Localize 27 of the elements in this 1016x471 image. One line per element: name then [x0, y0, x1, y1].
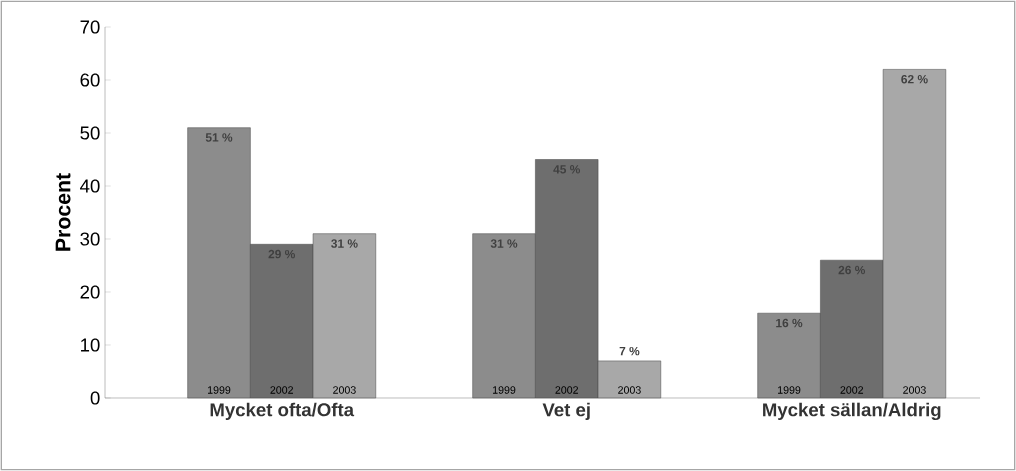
series-label: 2003	[333, 386, 356, 394]
text: 1999	[493, 386, 516, 394]
series-label: 2002	[270, 386, 293, 394]
data-label: 31 %	[331, 239, 358, 248]
text: 2003	[618, 386, 641, 394]
text: 2002	[840, 386, 864, 394]
data-label: 51 %	[205, 133, 233, 142]
y-tick-label: 20	[80, 285, 100, 299]
y-tick-label: 40	[80, 179, 100, 193]
y-tick-label: 50	[80, 126, 100, 140]
series-label: 1999	[208, 386, 231, 394]
data-label: 31 %	[490, 239, 518, 248]
text: 2002	[555, 386, 579, 394]
text: 1999	[778, 386, 801, 394]
y-tick-label: 60	[80, 73, 100, 87]
y-tick-label: 10	[81, 338, 100, 352]
x-tick-label: Vet ej	[542, 402, 590, 421]
data-label: 16 %	[776, 318, 803, 328]
y-tick-label: 0	[90, 391, 100, 405]
x-tick-label: Mycket ofta/Ofta	[210, 402, 355, 421]
data-label: 62 %	[901, 74, 928, 84]
x-tick-label: Mycket sällan/Aldrig	[763, 402, 941, 421]
text: 2003	[903, 386, 926, 394]
y-tick-label: 30	[80, 232, 100, 246]
y-axis-title: Procent	[55, 173, 71, 251]
y-tick-label: 70	[80, 20, 100, 34]
data-label: 7 %	[619, 346, 640, 356]
